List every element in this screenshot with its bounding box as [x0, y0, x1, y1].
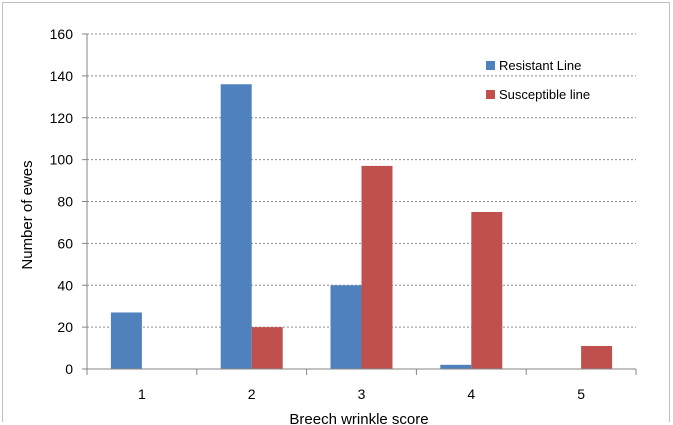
- bar-susceptible-3: [361, 165, 393, 369]
- legend: Resistant Line Susceptible line: [486, 58, 590, 102]
- legend-swatch-resistant: [486, 61, 495, 70]
- y-tick-label: 140: [50, 68, 74, 84]
- legend-swatch-susceptible: [486, 90, 495, 99]
- y-tick-label: 120: [50, 110, 74, 126]
- bar-resistant-1: [110, 312, 142, 369]
- y-axis-title: Number of ewes: [19, 160, 36, 269]
- axes: [82, 33, 637, 375]
- bars: [110, 84, 613, 369]
- x-tick-label: 2: [248, 386, 256, 402]
- legend-label-susceptible: Susceptible line: [499, 87, 590, 102]
- y-tick-label: 0: [65, 361, 73, 377]
- y-tick-label: 60: [57, 235, 73, 251]
- y-tick-labels: 0 20 40 60 80 100 120 140 160: [50, 26, 74, 377]
- x-tick-labels: 1 2 3 4 5: [138, 386, 585, 402]
- gridlines: [87, 33, 636, 328]
- legend-label-resistant: Resistant Line: [499, 58, 581, 73]
- y-tick-label: 20: [57, 319, 73, 335]
- x-tick-label: 3: [358, 386, 366, 402]
- bar-resistant-4: [440, 364, 472, 369]
- bar-resistant-2: [220, 84, 252, 369]
- bar-susceptible-2: [251, 327, 283, 369]
- x-tick-label: 4: [467, 386, 475, 402]
- x-tick-label: 5: [577, 386, 585, 402]
- x-axis-title: Breech wrinkle score: [289, 411, 428, 425]
- x-tick-label: 1: [138, 386, 146, 402]
- y-tick-label: 40: [57, 277, 73, 293]
- bar-resistant-3: [330, 285, 362, 369]
- y-tick-label: 80: [57, 194, 73, 210]
- bar-susceptible-5: [581, 345, 613, 369]
- y-tick-label: 160: [50, 26, 74, 42]
- y-tick-label: 100: [50, 152, 74, 168]
- bar-susceptible-4: [471, 211, 503, 369]
